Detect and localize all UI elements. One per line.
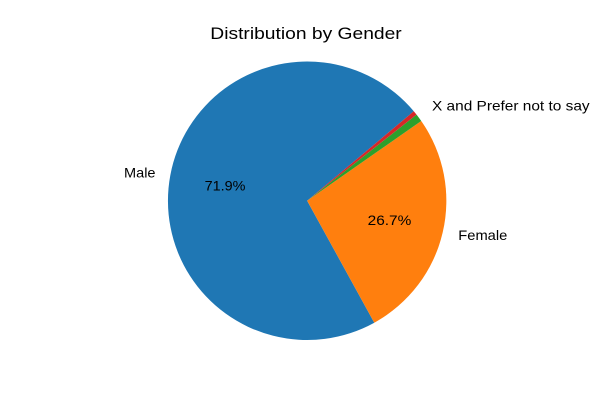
svg-text:71.9%: 71.9%: [205, 177, 246, 193]
svg-text:Female: Female: [458, 227, 507, 243]
svg-text:X and Prefer not to say: X and Prefer not to say: [432, 98, 590, 114]
svg-text:Male: Male: [124, 164, 156, 180]
svg-text:26.7%: 26.7%: [368, 212, 412, 228]
svg-text:Distribution by Gender: Distribution by Gender: [210, 24, 402, 43]
